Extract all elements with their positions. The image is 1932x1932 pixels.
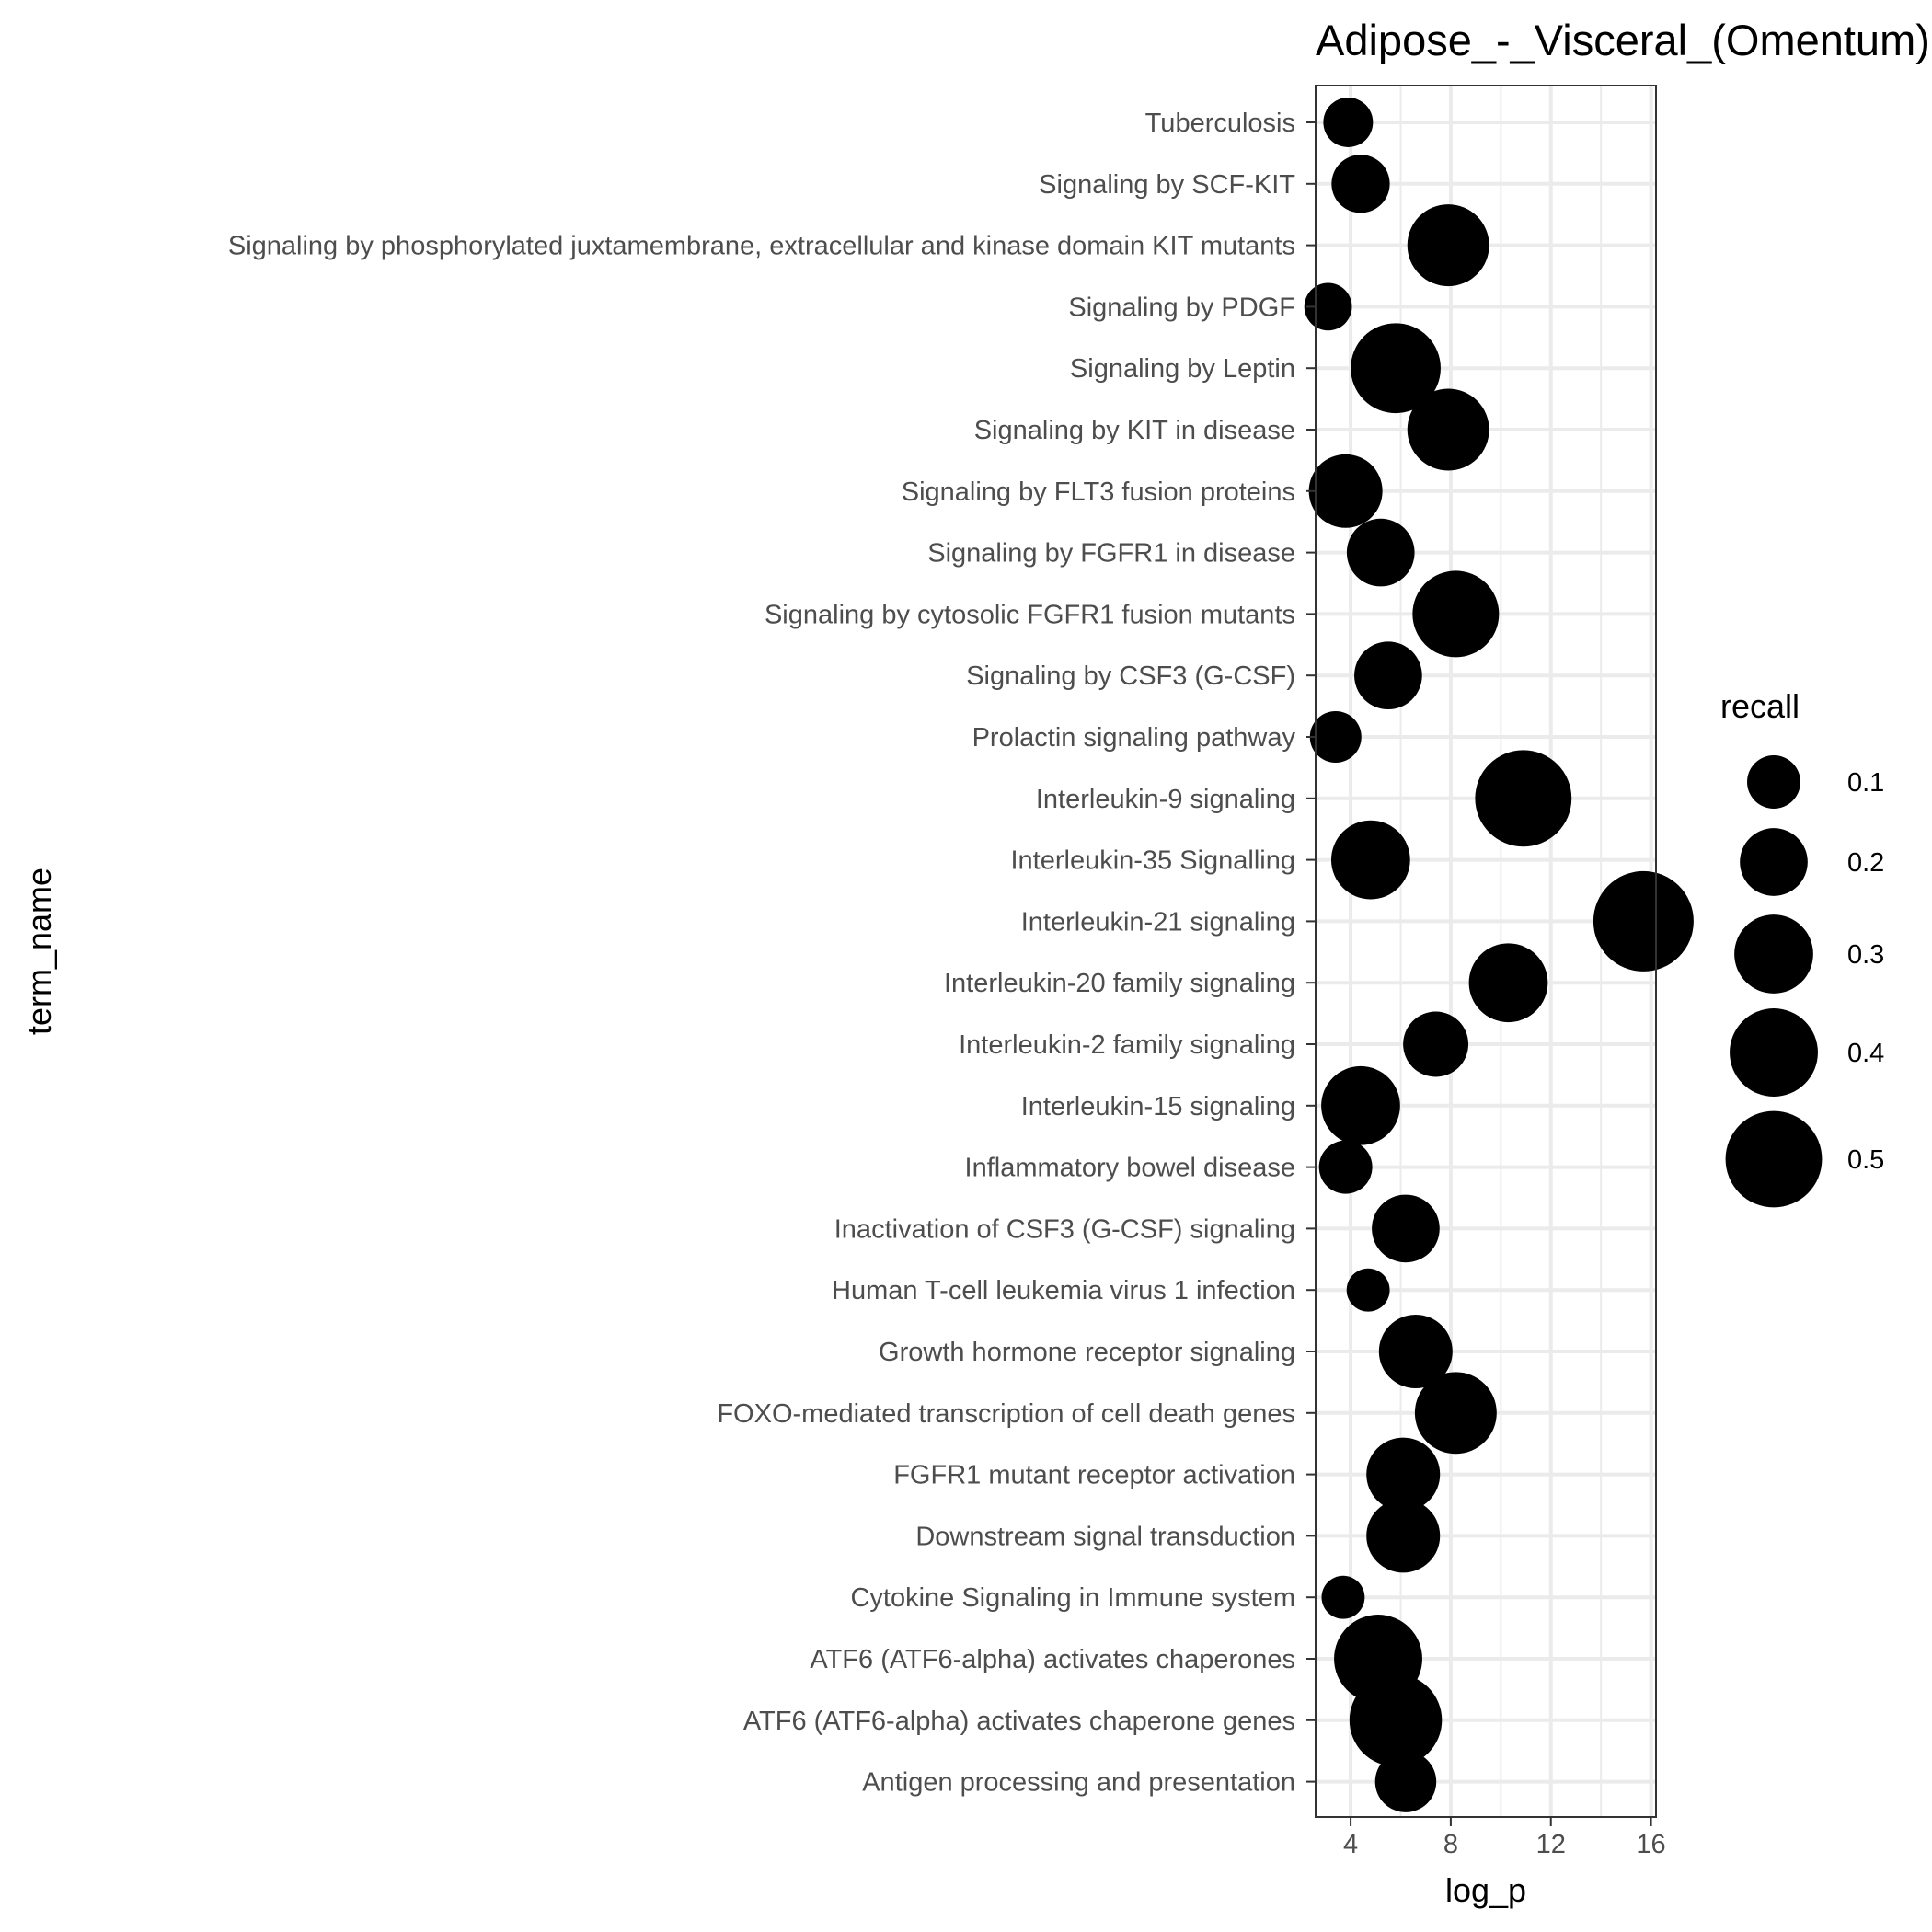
y-tick-label: Human T-cell leukemia virus 1 infection — [832, 1276, 1295, 1305]
y-tick-label: Interleukin-21 signaling — [1021, 907, 1295, 937]
y-tick-label: Signaling by FLT3 fusion proteins — [902, 477, 1295, 507]
plot-panel — [1304, 85, 1694, 1818]
y-tick-label: Signaling by phosphorylated juxtamembran… — [228, 232, 1295, 261]
y-tick-label: Tuberculosis — [1145, 109, 1295, 138]
data-point — [1414, 1372, 1497, 1455]
y-tick-label: Interleukin-15 signaling — [1021, 1092, 1295, 1121]
data-point — [1346, 518, 1415, 587]
legend-key — [1730, 1008, 1818, 1097]
y-axis-title: term_name — [20, 868, 58, 1035]
y-tick-label: ATF6 (ATF6-alpha) activates chaperones — [810, 1645, 1295, 1674]
data-point — [1349, 1673, 1443, 1767]
legend-label: 0.2 — [1847, 848, 1884, 878]
data-point — [1372, 1194, 1440, 1263]
legend-label: 0.5 — [1847, 1145, 1884, 1175]
y-tick-label: Interleukin-35 Signalling — [1010, 846, 1295, 876]
y-tick-label: Downstream signal transduction — [915, 1522, 1295, 1551]
y-axis: Tuberculosis Signaling by SCF-KIT Signalin… — [228, 109, 1316, 1798]
data-point — [1330, 820, 1410, 900]
size-legend: recall 0.1 0.2 0.3 0.4 0.5 — [1720, 687, 1884, 1208]
data-point — [1407, 204, 1489, 287]
y-tick-label: Growth hormone receptor signaling — [879, 1338, 1295, 1367]
y-tick-label: Signaling by Leptin — [1070, 354, 1295, 384]
legend-title: recall — [1720, 687, 1800, 725]
x-axis: 4 8 12 16 — [1343, 1817, 1666, 1859]
y-tick-label: Inactivation of CSF3 (G-CSF) signaling — [834, 1214, 1295, 1244]
data-point — [1308, 454, 1383, 528]
data-point — [1403, 1011, 1469, 1077]
y-tick-label: Interleukin-9 signaling — [1036, 785, 1295, 814]
y-tick-label: Antigen processing and presentation — [862, 1768, 1295, 1798]
panel-border — [1315, 85, 1657, 1818]
data-point — [1412, 570, 1500, 658]
y-tick-label: Signaling by cytosolic FGFR1 fusion muta… — [765, 600, 1295, 629]
data-point — [1346, 1268, 1390, 1312]
data-point — [1593, 870, 1694, 972]
data-point — [1321, 1065, 1400, 1145]
y-tick-label: Signaling by FGFR1 in disease — [927, 539, 1295, 569]
chart-title: Adipose_-_Visceral_(Omentum) — [1316, 16, 1930, 64]
x-tick-label: 8 — [1443, 1830, 1458, 1859]
data-point — [1323, 98, 1374, 147]
legend-label: 0.1 — [1847, 768, 1884, 798]
y-tick-label: Inflammatory bowel disease — [965, 1154, 1295, 1183]
x-tick-label: 4 — [1343, 1830, 1358, 1859]
data-point — [1407, 388, 1489, 471]
data-point — [1468, 943, 1548, 1023]
x-tick-label: 12 — [1536, 1830, 1566, 1859]
data-point — [1378, 1315, 1453, 1388]
data-point — [1366, 1499, 1441, 1573]
legend-label: 0.4 — [1847, 1039, 1884, 1068]
data-point — [1366, 1437, 1441, 1512]
y-tick-label: Signaling by SCF-KIT — [1039, 170, 1295, 200]
data-point — [1354, 641, 1422, 710]
x-tick-label: 16 — [1636, 1830, 1665, 1859]
y-tick-label: Signaling by CSF3 (G-CSF) — [966, 661, 1295, 691]
data-point — [1374, 1751, 1437, 1812]
y-tick-label: Interleukin-2 family signaling — [959, 1030, 1295, 1060]
data-point — [1318, 1140, 1373, 1194]
y-tick-label: ATF6 (ATF6-alpha) activates chaperone ge… — [743, 1707, 1295, 1736]
y-tick-label: Interleukin-20 family signaling — [944, 969, 1295, 998]
legend-key — [1740, 828, 1808, 896]
data-points — [1304, 98, 1694, 1812]
y-tick-label: Signaling by KIT in disease — [974, 416, 1295, 445]
y-tick-label: FGFR1 mutant receptor activation — [893, 1461, 1295, 1490]
legend-key — [1747, 755, 1800, 809]
data-point — [1309, 711, 1362, 763]
x-axis-title: log_p — [1445, 1871, 1526, 1909]
data-point — [1475, 750, 1572, 847]
legend-key — [1734, 914, 1813, 994]
data-point — [1351, 323, 1441, 414]
data-point — [1331, 155, 1390, 213]
y-tick-label: Signaling by PDGF — [1068, 293, 1295, 322]
y-tick-label: FOXO-mediated transcription of cell deat… — [717, 1399, 1295, 1429]
y-tick-label: Cytokine Signaling in Immune system — [850, 1583, 1295, 1613]
y-tick-label: Prolactin signaling pathway — [972, 723, 1296, 753]
data-point — [1321, 1575, 1365, 1619]
legend-label: 0.3 — [1847, 940, 1884, 970]
legend-key — [1725, 1110, 1823, 1208]
